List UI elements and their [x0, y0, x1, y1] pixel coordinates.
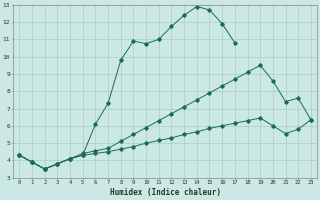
X-axis label: Humidex (Indice chaleur): Humidex (Indice chaleur)	[110, 188, 220, 197]
